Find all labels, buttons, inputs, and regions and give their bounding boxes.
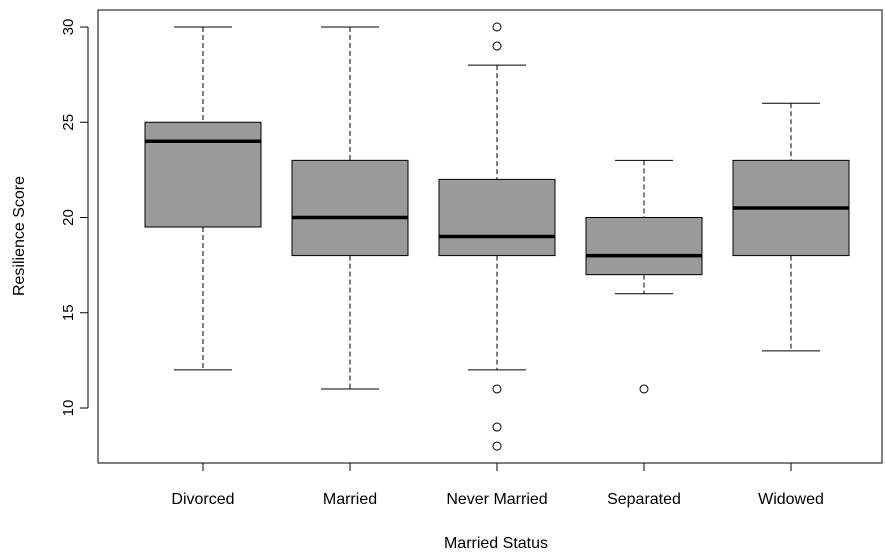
box-group — [585, 159, 703, 394]
y-tick-label: 25 — [60, 114, 77, 131]
box-group — [732, 102, 850, 352]
y-tick-label: 30 — [60, 19, 77, 36]
iqr-box — [144, 121, 262, 228]
y-axis-label: Resilience Score — [11, 176, 28, 296]
iqr-box — [438, 178, 556, 257]
y-tick-label: 15 — [60, 304, 77, 321]
x-axis-label: Married Status — [444, 535, 548, 552]
outlier-point — [639, 384, 649, 394]
outlier-point — [492, 422, 502, 432]
y-tick-label: 10 — [60, 400, 77, 417]
iqr-box — [585, 217, 703, 276]
outlier-point — [492, 22, 502, 32]
x-tick-label: Widowed — [758, 491, 824, 508]
x-tick-label: Divorced — [171, 491, 234, 508]
boxes-layer — [144, 22, 850, 451]
box-group — [438, 22, 556, 451]
y-tick-label: 20 — [60, 209, 77, 226]
x-tick-label: Never Married — [446, 491, 547, 508]
box-group — [144, 26, 262, 371]
outlier-point — [492, 384, 502, 394]
x-axis: Divorced Married Never Married Separated Wid… — [171, 462, 824, 508]
y-axis: 10 15 20 25 30 — [60, 19, 89, 417]
outlier-point — [492, 41, 502, 51]
outlier-point — [492, 441, 502, 451]
iqr-box — [291, 159, 409, 257]
x-tick-label: Separated — [607, 491, 681, 508]
box-group — [291, 26, 409, 390]
x-tick-label: Married — [323, 491, 377, 508]
